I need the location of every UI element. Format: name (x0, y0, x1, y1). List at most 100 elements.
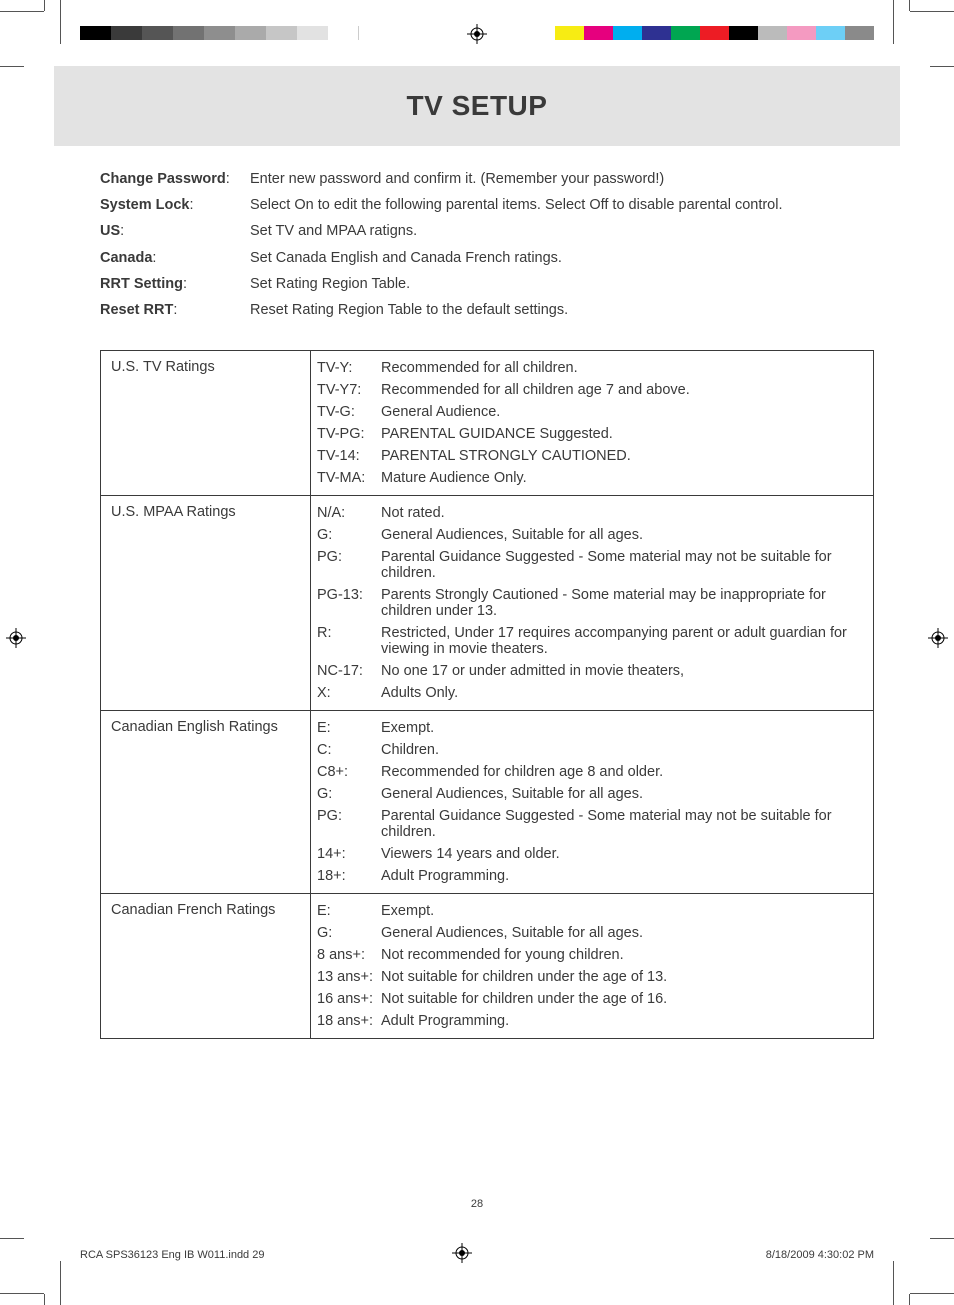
rating-description: PARENTAL STRONGLY CAUTIONED. (381, 448, 863, 464)
ratings-section: Canadian English RatingsE:Exempt.C:Child… (101, 710, 873, 893)
rating-description: Adult Programming. (381, 1013, 863, 1029)
crop-line (0, 11, 44, 12)
definition-label: Canada: (100, 247, 250, 270)
rating-description: Parental Guidance Suggested - Some mater… (381, 549, 863, 581)
crop-line (909, 0, 910, 11)
rating-description: Restricted, Under 17 requires accompanyi… (381, 625, 863, 657)
rating-line: TV-Y:Recommended for all children. (317, 357, 863, 379)
calibration-swatch (235, 26, 266, 40)
calibration-swatch (111, 26, 142, 40)
rating-line: R:Restricted, Under 17 requires accompan… (317, 622, 863, 660)
rating-line: TV-Y7:Recommended for all children age 7… (317, 379, 863, 401)
rating-line: PG:Parental Guidance Suggested - Some ma… (317, 805, 863, 843)
crop-line (893, 1261, 894, 1305)
rating-description: Adult Programming. (381, 868, 863, 884)
rating-line: X:Adults Only. (317, 682, 863, 704)
rating-line: 14+:Viewers 14 years and older. (317, 843, 863, 865)
definition-row: Reset RRT:Reset Rating Region Table to t… (100, 299, 874, 322)
rating-description: General Audience. (381, 404, 863, 420)
definitions-list: Change Password:Enter new password and c… (100, 168, 874, 322)
registration-mark-icon (928, 628, 948, 648)
ratings-section: U.S. TV RatingsTV-Y:Recommended for all … (101, 351, 873, 495)
rating-description: Not suitable for children under the age … (381, 991, 863, 1007)
ratings-section-label: U.S. TV Ratings (101, 351, 311, 495)
rating-code: TV-14: (317, 448, 381, 464)
calibration-swatch (297, 26, 328, 40)
rating-code: 16 ans+: (317, 991, 381, 1007)
ratings-section-label: Canadian English Ratings (101, 711, 311, 893)
color-calibration-bar (555, 26, 874, 40)
calibration-swatch (700, 26, 729, 40)
rating-line: TV-14:PARENTAL STRONGLY CAUTIONED. (317, 445, 863, 467)
rating-description: General Audiences, Suitable for all ages… (381, 527, 863, 543)
ratings-section-body: TV-Y:Recommended for all children.TV-Y7:… (311, 351, 873, 495)
definition-row: System Lock:Select On to edit the follow… (100, 194, 874, 217)
registration-mark-icon (6, 628, 26, 648)
rating-code: NC-17: (317, 663, 381, 679)
rating-line: PG-13:Parents Strongly Cautioned - Some … (317, 584, 863, 622)
ratings-section: U.S. MPAA RatingsN/A:Not rated.G:General… (101, 495, 873, 710)
rating-line: G:General Audiences, Suitable for all ag… (317, 524, 863, 546)
ratings-section-label: Canadian French Ratings (101, 894, 311, 1038)
rating-line: E:Exempt. (317, 717, 863, 739)
rating-line: E:Exempt. (317, 900, 863, 922)
crop-line (60, 0, 61, 44)
crop-line (0, 1238, 24, 1239)
rating-description: Children. (381, 742, 863, 758)
page-number: 28 (0, 1198, 954, 1210)
rating-code: 14+: (317, 846, 381, 862)
crop-line (930, 66, 954, 67)
rating-description: Mature Audience Only. (381, 470, 863, 486)
definition-row: US:Set TV and MPAA ratigns. (100, 220, 874, 243)
calibration-swatch (204, 26, 235, 40)
rating-description: Recommended for all children age 7 and a… (381, 382, 863, 398)
rating-line: TV-G:General Audience. (317, 401, 863, 423)
page-title: TV SETUP (407, 90, 548, 122)
definition-label: US: (100, 220, 250, 243)
rating-description: Not recommended for young children. (381, 947, 863, 963)
crop-line (909, 1294, 910, 1305)
rating-code: PG-13: (317, 587, 381, 603)
rating-description: Not suitable for children under the age … (381, 969, 863, 985)
rating-code: 8 ans+: (317, 947, 381, 963)
calibration-swatch (787, 26, 816, 40)
definition-label: RRT Setting: (100, 273, 250, 296)
crop-line (930, 1238, 954, 1239)
rating-code: G: (317, 527, 381, 543)
crop-line (0, 66, 24, 67)
definition-text: Select On to edit the following parental… (250, 194, 874, 217)
definition-text: Set TV and MPAA ratigns. (250, 220, 874, 243)
rating-description: General Audiences, Suitable for all ages… (381, 786, 863, 802)
registration-mark-icon (467, 24, 487, 44)
rating-code: TV-PG: (317, 426, 381, 442)
ratings-section-body: N/A:Not rated.G:General Audiences, Suita… (311, 496, 873, 710)
rating-code: PG: (317, 549, 381, 565)
ratings-table: U.S. TV RatingsTV-Y:Recommended for all … (100, 350, 874, 1039)
ratings-section-body: E:Exempt.C:Children.C8+:Recommended for … (311, 711, 873, 893)
definition-row: Canada:Set Canada English and Canada Fre… (100, 247, 874, 270)
rating-description: Parents Strongly Cautioned - Some materi… (381, 587, 863, 619)
page: TV SETUP Change Password:Enter new passw… (0, 0, 954, 1305)
footer-timestamp: 8/18/2009 4:30:02 PM (766, 1249, 874, 1261)
rating-code: N/A: (317, 505, 381, 521)
calibration-swatch (80, 26, 111, 40)
crop-line (44, 0, 45, 11)
rating-line: G:General Audiences, Suitable for all ag… (317, 783, 863, 805)
rating-description: Recommended for all children. (381, 360, 863, 376)
rating-code: E: (317, 903, 381, 919)
rating-description: Exempt. (381, 720, 863, 736)
definition-label: Change Password: (100, 168, 250, 191)
definition-text: Enter new password and confirm it. (Reme… (250, 168, 874, 191)
crop-line (44, 1294, 45, 1305)
calibration-swatch (671, 26, 700, 40)
rating-code: E: (317, 720, 381, 736)
ratings-section-body: E:Exempt.G:General Audiences, Suitable f… (311, 894, 873, 1038)
crop-line (893, 0, 894, 44)
rating-code: TV-MA: (317, 470, 381, 486)
definition-text: Reset Rating Region Table to the default… (250, 299, 874, 322)
rating-line: PG:Parental Guidance Suggested - Some ma… (317, 546, 863, 584)
definition-text: Set Rating Region Table. (250, 273, 874, 296)
calibration-swatch (266, 26, 297, 40)
footer-file: RCA SPS36123 Eng IB W011.indd 29 (80, 1249, 264, 1261)
rating-code: 13 ans+: (317, 969, 381, 985)
